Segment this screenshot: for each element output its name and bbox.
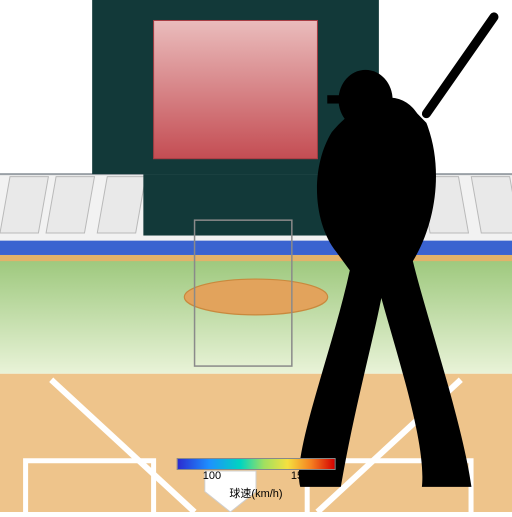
- speed-legend-tick: 150: [291, 470, 309, 482]
- speed-legend-bar: [177, 458, 336, 470]
- speed-legend-label: 球速(km/h): [177, 485, 336, 501]
- scoreboard-screen: [154, 20, 318, 158]
- speed-legend: 100 150 球速(km/h): [177, 458, 336, 501]
- speed-legend-tick: 100: [203, 470, 221, 482]
